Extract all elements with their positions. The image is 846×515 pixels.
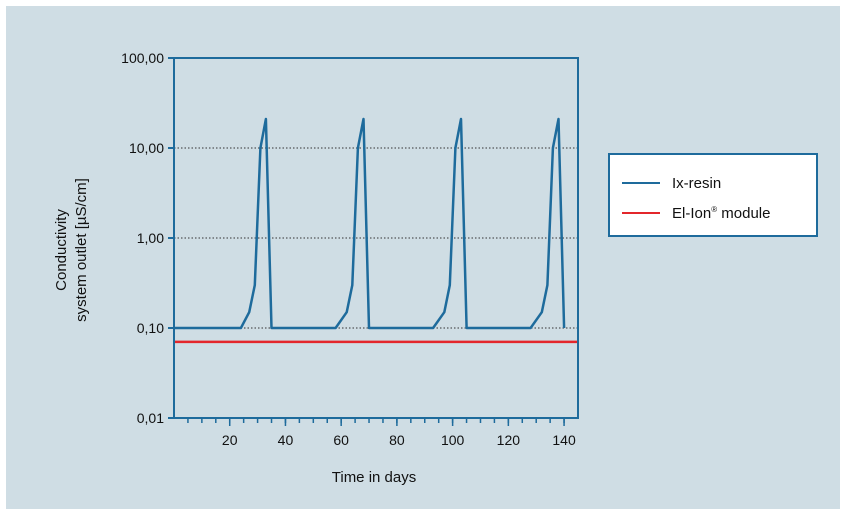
y-tick-label: 0,10: [137, 320, 164, 336]
y-tick-label: 1,00: [137, 230, 164, 246]
x-tick-label: 40: [278, 432, 294, 448]
series-line-0: [174, 117, 566, 330]
x-tick-label: 120: [497, 432, 521, 448]
legend-item-ix-resin: Ix-resin: [622, 173, 721, 193]
x-tick-label: 20: [222, 432, 238, 448]
x-tick-label: 80: [389, 432, 405, 448]
series-layer: [174, 117, 578, 344]
y-tick-label: 10,00: [129, 140, 164, 156]
axis-ticks: 0,01 0,10 1,00 10,00 100,00 20 40 60 80 100 120 140: [121, 50, 576, 448]
y-tick-label: 0,01: [137, 410, 164, 426]
legend-swatch-el-ion: [622, 212, 660, 214]
chart-panel: 0,01 0,10 1,00 10,00 100,00 20 40 60 80 100 120 140…: [6, 6, 840, 509]
legend-item-el-ion: El-Ion® module: [622, 203, 770, 223]
y-tick-label: 100,00: [121, 50, 164, 66]
x-tick-label: 60: [333, 432, 349, 448]
x-tick-label: 100: [441, 432, 465, 448]
grid-lines: [174, 147, 578, 329]
y-axis-title-line-2: system outlet [µS/cm]: [73, 178, 90, 322]
x-tick-label: 140: [552, 432, 576, 448]
legend-label-ix-resin: Ix-resin: [672, 174, 722, 192]
y-axis-title-line-1: Conductivity: [53, 209, 70, 291]
legend: Ix-resin El-Ion® module: [608, 153, 818, 237]
legend-label-el-ion: El-Ion® module: [672, 204, 771, 222]
x-axis-title: Time in days: [332, 469, 416, 486]
conductivity-chart: 0,01 0,10 1,00 10,00 100,00 20 40 60 80 100 120 140…: [53, 50, 579, 486]
legend-swatch-ix-resin: [622, 182, 660, 184]
